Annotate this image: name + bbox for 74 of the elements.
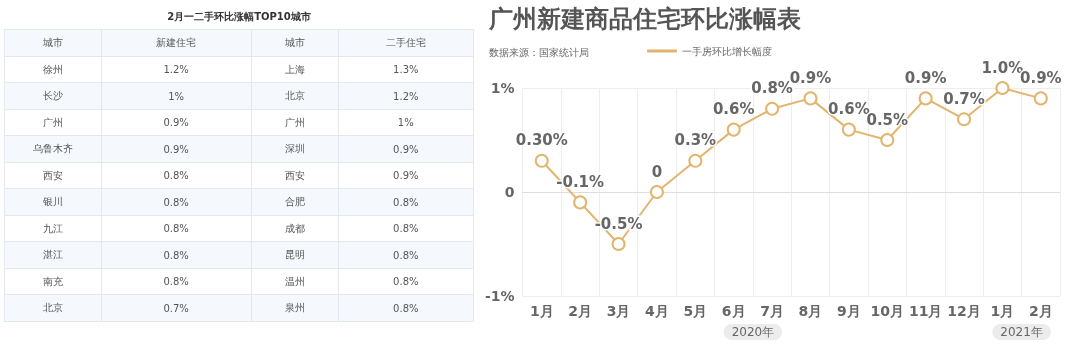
- text: 0.8%: [338, 188, 474, 216]
- y-tick-label: -1%: [484, 288, 515, 304]
- x-tick-label: 1月: [990, 303, 1015, 319]
- y-tick-label: 1%: [490, 80, 515, 96]
- text: 上海: [251, 56, 339, 83]
- text: 0.9%: [101, 109, 252, 136]
- text: 广州: [4, 109, 102, 136]
- data-label: 0.30%: [515, 131, 568, 150]
- text: 深圳: [251, 135, 339, 163]
- text: 九江: [4, 215, 102, 242]
- text: 徐州: [4, 56, 102, 83]
- text: 昆明: [251, 241, 339, 269]
- text: 1.3%: [338, 56, 474, 83]
- text: 南充: [4, 268, 102, 295]
- text: 乌鲁木齐: [4, 135, 102, 163]
- text: 成都: [251, 215, 339, 242]
- text: 1.2%: [101, 56, 252, 83]
- x-tick-label: 6月: [721, 303, 746, 319]
- text: 广州: [251, 109, 339, 136]
- data-label: 0.6%: [712, 100, 755, 119]
- text: 0.8%: [338, 294, 474, 322]
- text: 新建住宅: [101, 29, 252, 57]
- text: 2020年: [731, 325, 775, 339]
- text: 0.8%: [101, 215, 252, 242]
- x-tick-label: 9月: [837, 303, 861, 319]
- text: 西安: [251, 162, 339, 189]
- x-tick-label: 11月: [908, 303, 943, 319]
- text: 0.8%: [338, 215, 474, 242]
- text: 0.8%: [338, 268, 474, 295]
- y-tick-label: 0: [504, 184, 515, 200]
- text: 1.2%: [338, 82, 474, 110]
- data-label: 0.9%: [789, 68, 832, 87]
- text: 湛江: [4, 241, 102, 269]
- x-tick-label: 5月: [683, 303, 708, 319]
- text: 0.8%: [101, 188, 252, 216]
- data-label: 0: [651, 162, 663, 181]
- legend-label: 一手房环比增长幅度: [682, 45, 772, 57]
- text: 长沙: [4, 82, 102, 110]
- text: 0.8%: [101, 241, 252, 269]
- data-label: 0.3%: [674, 131, 717, 150]
- text: 银川: [4, 188, 102, 216]
- x-tick-label: 4月: [645, 303, 669, 319]
- text: 0.8%: [101, 162, 252, 189]
- data-label: 0.7%: [943, 89, 985, 108]
- text: 2月一二手环比涨幅TOP10城市: [4, 4, 474, 30]
- text: 0.8%: [338, 241, 474, 269]
- x-tick-label: 7月: [760, 303, 784, 319]
- text: 城市: [4, 29, 102, 57]
- text: 泉州: [251, 294, 339, 322]
- text: 二手住宅: [338, 29, 474, 57]
- text: 0.8%: [101, 268, 252, 295]
- text: 0.7%: [101, 294, 252, 322]
- x-tick-label: 12月: [947, 303, 981, 319]
- x-tick-label: 2月: [568, 303, 593, 319]
- text: 2021年: [1000, 325, 1043, 339]
- text: 0.9%: [338, 162, 474, 189]
- x-tick-label: 2月: [1028, 303, 1053, 319]
- text: 温州: [251, 268, 339, 295]
- text: 1%: [338, 109, 474, 136]
- data-label: 0.9%: [904, 68, 947, 87]
- text: 城市: [251, 29, 339, 57]
- x-tick-label: 1月: [529, 303, 554, 319]
- text: 0.9%: [101, 135, 252, 163]
- chart-subtitle: 数据来源：国家统计局: [489, 46, 589, 58]
- chart-title: 广州新建商品住宅环比涨幅表: [488, 5, 801, 33]
- text: 北京: [251, 82, 339, 110]
- text: 0.9%: [338, 135, 474, 163]
- text: 北京: [4, 294, 102, 322]
- x-tick-label: 10月: [870, 303, 904, 319]
- text: 西安: [4, 162, 102, 189]
- x-tick-label: 3月: [606, 303, 631, 319]
- text: 1%: [101, 82, 252, 110]
- text: 合肥: [251, 188, 339, 216]
- x-tick-label: 8月: [798, 303, 823, 319]
